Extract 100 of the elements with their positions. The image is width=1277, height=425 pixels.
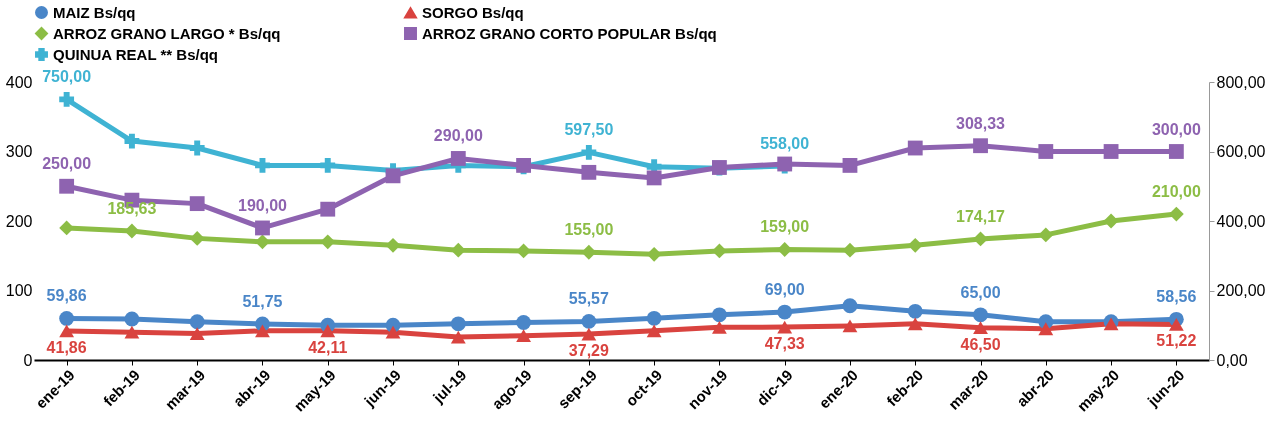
point	[1038, 322, 1054, 336]
data-label: 155,00	[564, 221, 614, 239]
point	[777, 304, 793, 320]
point	[450, 151, 466, 166]
data-label: 55,57	[568, 290, 609, 308]
point	[1168, 206, 1184, 222]
data-label: 42,11	[308, 338, 348, 356]
point	[907, 303, 923, 319]
point	[189, 314, 205, 330]
point	[516, 243, 531, 259]
data-label: 51,22	[1156, 332, 1197, 350]
point	[581, 313, 597, 329]
point	[1103, 213, 1119, 229]
point	[646, 324, 662, 338]
point	[320, 234, 336, 250]
point	[1168, 317, 1184, 331]
point	[907, 140, 923, 156]
point	[320, 324, 336, 338]
data-label: 558,00	[760, 135, 810, 153]
point	[1038, 227, 1054, 243]
point	[450, 330, 466, 344]
point	[973, 138, 988, 154]
data-label: 58,56	[1156, 288, 1197, 306]
point	[1038, 144, 1054, 159]
point	[581, 327, 597, 341]
point	[385, 168, 401, 184]
point	[973, 321, 988, 335]
data-label: 46,50	[960, 335, 1001, 353]
point	[646, 246, 662, 262]
point	[777, 320, 793, 334]
point	[59, 91, 75, 107]
legend-label: QUINUA REAL ** Bs/qq	[53, 45, 219, 63]
y2-tick-label: 600,00	[1216, 143, 1266, 160]
point	[712, 243, 727, 259]
point	[646, 310, 662, 326]
point	[59, 324, 75, 338]
point	[973, 307, 988, 323]
point	[516, 315, 531, 330]
legend-label: ARROZ GRANO CORTO POPULAR Bs/qq	[422, 24, 717, 42]
data-label: 210,00	[1151, 183, 1201, 201]
y-tick-label: 400	[5, 73, 33, 91]
y2-tick-label: 400,00	[1216, 212, 1266, 230]
data-label: 190,00	[238, 196, 288, 214]
point	[842, 242, 858, 258]
point	[1103, 144, 1119, 159]
data-label: 250,00	[42, 155, 92, 173]
data-label: 51,75	[242, 293, 283, 311]
point	[189, 230, 205, 246]
point	[842, 298, 858, 314]
point	[450, 242, 466, 258]
point	[712, 307, 727, 323]
legend-label: SORGO Bs/qq	[422, 3, 524, 21]
data-label: 65,00	[960, 283, 1001, 301]
data-label: 750,00	[42, 68, 92, 86]
point	[124, 133, 140, 149]
point	[581, 144, 597, 160]
data-label: 174,17	[956, 207, 1006, 225]
legend-label: ARROZ GRANO LARGO * Bs/qq	[53, 24, 281, 42]
data-label: 159,00	[760, 218, 810, 236]
data-label: 47,33	[764, 335, 805, 353]
point	[581, 164, 597, 180]
point	[320, 201, 336, 217]
y2-tick-label: 800,00	[1216, 73, 1266, 91]
y-tick-label: 200	[5, 212, 33, 230]
y2-tick-label: 0,00	[1216, 351, 1248, 369]
point	[385, 237, 401, 253]
data-label: 41,86	[46, 338, 87, 356]
point	[59, 311, 75, 326]
y-tick-label: 300	[5, 143, 33, 160]
data-label: 59,86	[46, 287, 87, 305]
point	[450, 316, 466, 332]
point	[189, 140, 205, 156]
data-label: 185,63	[107, 199, 157, 217]
point	[255, 157, 270, 173]
point	[842, 157, 858, 173]
point	[189, 327, 205, 341]
point	[124, 223, 140, 239]
point	[646, 170, 662, 186]
point	[516, 329, 531, 343]
point	[124, 311, 140, 327]
point	[842, 319, 858, 333]
data-label: 308,33	[956, 114, 1006, 132]
y-tick-label: 100	[5, 282, 33, 299]
data-label: 300,00	[1151, 120, 1201, 138]
point	[907, 237, 923, 253]
data-label: 597,50	[564, 121, 614, 139]
point	[907, 317, 923, 331]
point	[255, 220, 270, 236]
point	[255, 324, 270, 338]
data-label: 69,00	[764, 281, 805, 299]
point	[189, 196, 205, 212]
y-tick-label: 0	[23, 351, 33, 369]
point	[59, 178, 75, 194]
y2-tick-label: 200,00	[1216, 282, 1266, 299]
data-label: 290,00	[433, 127, 483, 145]
point	[1168, 144, 1184, 159]
legend-label: MAIZ Bs/qq	[53, 3, 136, 21]
point	[124, 325, 140, 339]
data-label: 37,29	[568, 342, 609, 360]
point	[712, 320, 727, 334]
